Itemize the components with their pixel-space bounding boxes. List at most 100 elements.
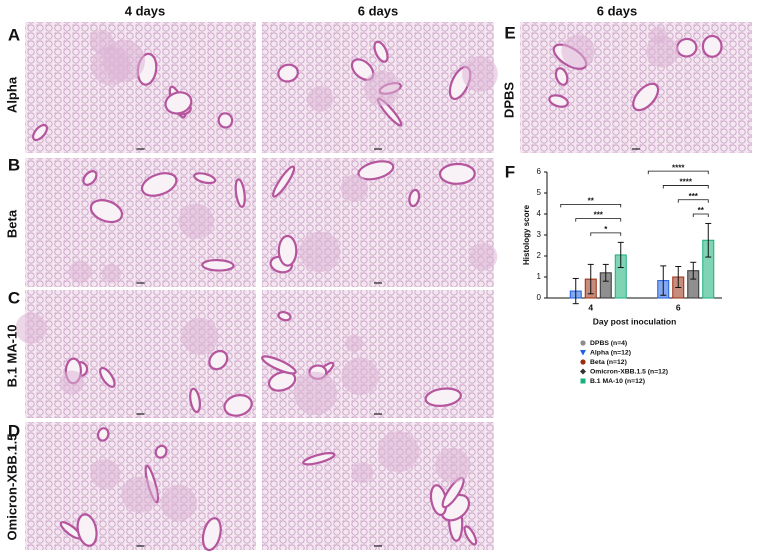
significance-label: **** [672,163,685,172]
tissue-region [15,312,47,344]
column-header: 6 days [597,3,637,18]
airway [277,234,298,267]
tissue-region [68,260,92,284]
legend-marker [580,378,586,384]
airway [140,172,178,197]
tissue-region [178,203,214,239]
legend-label: DPBS (n=4) [590,340,627,347]
significance-bracket [560,203,622,208]
airway [154,444,168,459]
tissue-region [345,334,363,353]
panel-letter: F [505,162,515,181]
histology-image [262,422,494,550]
significance-bracket [662,185,709,189]
y-tick-label: 2 [537,251,542,260]
x-tick-label: 4 [588,302,593,312]
histology-image [25,422,256,552]
airway [82,170,98,186]
tissue-region [102,39,146,82]
y-tick-label: 1 [537,272,542,281]
tissue-region [59,370,84,395]
histology-image [25,158,256,287]
airway [99,366,116,388]
airway [373,40,389,63]
legend-label: Beta (n=12) [590,359,627,366]
airway [89,199,124,224]
tissue [25,22,256,153]
histology-image [520,22,752,153]
tissue-region [307,85,334,112]
airway [438,162,476,185]
legend-marker [580,340,586,346]
column-header: 4 days [125,3,165,18]
histology-image [15,290,256,418]
significance-bracket [692,213,709,217]
row-label: Beta [4,209,19,238]
histology-image [262,22,498,153]
panel-letter: E [504,23,515,42]
significance-label: *** [689,192,699,201]
legend-label: Omicron-XBB.1.5 (n=12) [590,368,668,375]
airway [424,387,462,407]
tissue-region [469,242,498,271]
significance-bracket [575,218,622,222]
airway [277,310,292,322]
airway [201,517,222,552]
tissue-region [299,231,340,273]
tissue-region [90,459,121,490]
airway [408,188,421,208]
airway [208,349,229,371]
tissue-region [181,317,219,355]
airway [261,355,297,375]
airway [302,452,336,466]
column-header: 6 days [358,3,398,18]
histology-image [25,22,256,153]
tissue-region [435,447,471,483]
significance-bracket [590,232,622,236]
tissue-region [340,174,369,202]
significance-bracket [677,199,709,203]
airway [548,94,569,108]
histology-images [15,22,752,552]
airway [31,123,49,142]
airway [234,178,246,208]
airway [201,258,235,272]
airway [189,387,201,414]
airway [217,112,234,129]
y-tick-label: 0 [537,293,542,302]
tissue-region [364,70,400,106]
histology-image [262,158,498,287]
tissue-region [341,357,379,396]
airway [223,394,253,417]
tissue-region [352,461,374,484]
airway [463,525,478,546]
legend-label: B.1 MA-10 (n=12) [590,378,645,385]
airway [277,63,299,83]
panel-letter: B [8,155,20,174]
row-label: B.1 MA-10 [4,325,19,388]
airway [272,165,296,198]
tissue-region [561,34,595,68]
significance-label: ** [588,196,595,205]
airway [357,160,395,181]
row-label: DPBS [501,82,516,118]
significance-label: **** [680,178,693,187]
y-axis-label: Histology score [522,204,531,265]
legend-marker [580,350,586,356]
significance-bracket [647,170,709,175]
airway [701,34,723,58]
tissue-region [160,484,197,522]
legend-marker [580,359,586,365]
row-label: Alpha [4,76,19,113]
panel-letter: D [8,421,20,440]
significance-label: *** [594,211,604,220]
panel-letter: A [8,25,20,44]
airway [632,82,660,112]
airway [96,427,110,442]
significance-label: * [604,225,608,234]
airway [267,370,297,392]
row-label: Omicron-XBB.1.5 [4,434,19,541]
y-tick-label: 5 [537,188,542,197]
chart: 0 1 2 3 4 5 6 Histology score Day post inoculati… [522,163,722,385]
